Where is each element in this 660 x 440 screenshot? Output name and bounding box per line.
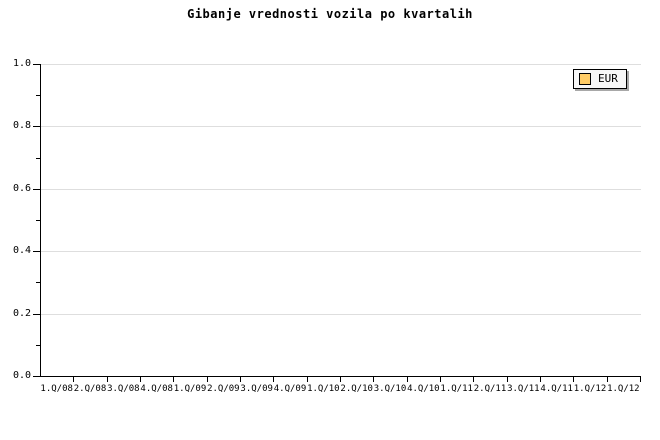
x-axis-label: 1.Q/08: [40, 384, 73, 394]
x-axis-label: 1.Q/10: [307, 384, 340, 394]
x-axis-label: 1.Q/09: [173, 384, 207, 394]
y-axis-label: 1.0: [12, 58, 31, 69]
x-axis-tick: [640, 377, 641, 382]
y-axis-tick-minor: [36, 282, 40, 284]
x-axis-tick: [306, 377, 308, 382]
legend-label-eur: EUR: [598, 72, 618, 85]
x-axis-label: 1.Q/12: [607, 384, 640, 394]
x-axis-label: 4.Q/10: [407, 384, 440, 394]
x-axis-tick: [606, 377, 608, 382]
x-axis-tick: [340, 377, 341, 382]
y-axis-tick: [33, 188, 40, 190]
x-axis-tick: [140, 377, 141, 382]
x-axis-tick: [573, 377, 575, 382]
legend-swatch-eur-icon: [579, 73, 591, 85]
x-axis-tick: [406, 377, 408, 382]
y-axis-tick: [33, 251, 40, 253]
y-axis-label: 0.2: [12, 307, 31, 319]
y-axis-label: 0.6: [12, 182, 31, 194]
x-axis-label: 2.Q/10: [340, 384, 373, 394]
x-axis-label: 1.Q/11: [440, 384, 473, 394]
x-axis-label: 4.Q/08: [140, 384, 173, 394]
x-axis-tick: [473, 377, 475, 382]
x-axis-tick: [273, 377, 275, 382]
y-axis-tick-minor: [36, 344, 40, 346]
y-axis-tick: [33, 126, 40, 128]
y-axis-label: 0.0: [12, 370, 31, 381]
y-gridline: [41, 126, 641, 128]
y-axis-tick-minor: [36, 95, 40, 97]
x-axis-label: 3.Q/11: [507, 384, 540, 394]
x-axis-label: 3.Q/08: [107, 384, 140, 394]
x-axis-label: 2.Q/08: [73, 384, 107, 394]
y-axis-tick: [33, 313, 40, 315]
y-axis-tick: [33, 64, 40, 65]
x-axis-tick: [240, 377, 241, 382]
x-axis-tick: [73, 377, 75, 382]
y-axis-label: 0.8: [12, 120, 31, 132]
x-axis-label: 4.Q/09: [273, 384, 307, 394]
y-gridline: [41, 251, 641, 253]
x-axis-label: 3.Q/10: [373, 384, 407, 394]
x-axis-tick: [373, 377, 375, 382]
x-axis-label: 2.Q/09: [207, 384, 240, 394]
x-axis-tick: [106, 377, 108, 382]
y-gridline: [41, 188, 641, 190]
x-axis-label: 3.Q/09: [240, 384, 273, 394]
y-axis-label: 0.4: [12, 245, 31, 257]
x-axis-tick: [506, 377, 508, 382]
y-gridline: [41, 313, 641, 315]
x-axis-tick: [540, 377, 541, 382]
legend: EUR: [573, 69, 627, 89]
y-axis-tick-minor: [36, 157, 40, 159]
chart-title: Gibanje vrednosti vozila po kvartalih: [187, 7, 473, 21]
x-axis-tick: [440, 377, 441, 382]
y-axis-tick-minor: [36, 220, 40, 221]
x-axis-label: 4.Q/11: [540, 384, 573, 394]
y-gridline: [41, 64, 641, 65]
x-axis-tick: [173, 377, 175, 382]
plot-area: [40, 64, 641, 377]
x-axis-label: 1.Q/12: [573, 384, 607, 394]
x-axis-tick: [206, 377, 208, 382]
y-axis-tick: [33, 376, 40, 377]
x-axis-label: 2.Q/11: [473, 384, 507, 394]
